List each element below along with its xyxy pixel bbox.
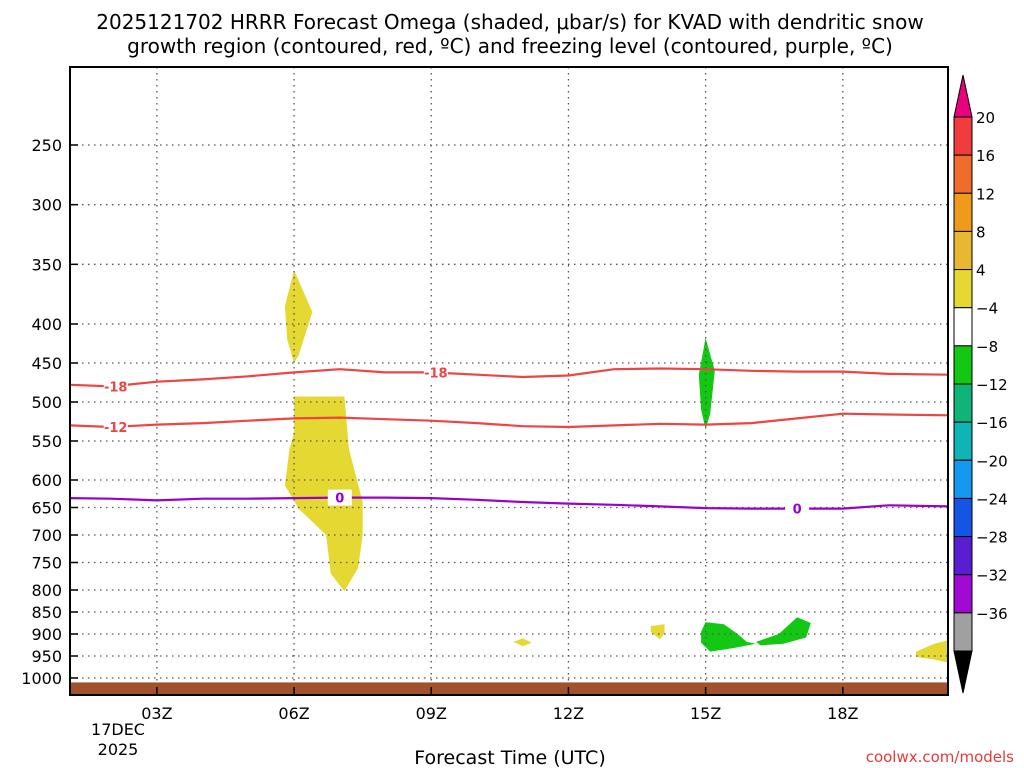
colorbar-segment-12 — [953, 536, 973, 576]
y-tick-label-350: 350 — [31, 255, 62, 274]
contour-label: -18 — [104, 380, 128, 395]
omega-region-8 — [755, 617, 811, 646]
x-axis-label: Forecast Time (UTC) — [414, 747, 605, 768]
colorbar-segment-10 — [953, 459, 973, 499]
colorbar-label: −28 — [976, 529, 1008, 547]
colorbar-label: −20 — [976, 452, 1008, 470]
omega-region-2 — [284, 396, 363, 592]
contour--18-line-1 — [69, 367, 949, 388]
colorbar-label: −8 — [976, 338, 998, 356]
x-axis: 03Z 06Z 09Z 12Z 15Z 18Z — [141, 687, 859, 723]
contour-label: 0 — [793, 503, 802, 518]
colorbar-label: 20 — [976, 109, 995, 127]
colorbar-segment-2 — [953, 154, 973, 194]
x-tick-label-12Z: 12Z — [553, 704, 584, 723]
chart-title-line-1: 2025121702 HRRR Forecast Omega (shaded, … — [96, 10, 924, 34]
y-tick-label-250: 250 — [31, 136, 62, 155]
grid-lines — [70, 67, 948, 695]
y-tick-label-950: 950 — [31, 647, 62, 666]
colorbar-label: −16 — [976, 414, 1008, 432]
colorbar-segment-5 — [953, 269, 973, 309]
colorbar-segment-4 — [953, 230, 973, 271]
temperature-contours: -18 -18 -12 0 0 — [69, 364, 949, 518]
colorbar-label: 16 — [976, 147, 995, 165]
y-tick-label-400: 400 — [31, 315, 62, 334]
colorbar-segment-6 — [953, 307, 973, 347]
contour-label: -18 — [424, 366, 448, 381]
x-tick-label-18Z: 18Z — [827, 704, 858, 723]
colorbar-label: −12 — [976, 376, 1008, 394]
plot-frame — [69, 66, 949, 696]
credit-text: coolwx.com/models — [866, 748, 1014, 766]
colorbar-segment-14 — [953, 612, 973, 652]
terrain-surface — [70, 682, 948, 695]
y-tick-label-1000: 1000 — [21, 669, 62, 688]
colorbar-segment-9 — [953, 421, 973, 461]
y-tick-label-850: 850 — [31, 603, 62, 622]
contour-label: 0 — [335, 492, 344, 507]
plot-border — [69, 66, 949, 696]
colorbar-segment-7 — [953, 345, 973, 385]
colorbar-segment-1 — [953, 116, 973, 156]
omega-shaded-regions — [284, 270, 948, 663]
contour-label-bg — [103, 418, 128, 435]
contour-label-bg — [327, 489, 352, 506]
colorbar-segment-11 — [953, 497, 973, 538]
colorbar-label: −36 — [976, 605, 1008, 623]
omega-colorbar: 20 16 12 8 4 −4 −8 −12 −16 −20 −24 −28 −32 −36 — [953, 74, 1008, 694]
date-label-day: 17DEC — [91, 720, 145, 739]
x-tick-label-06Z: 06Z — [278, 704, 309, 723]
y-tick-label-450: 450 — [31, 354, 62, 373]
omega-region-1 — [284, 270, 313, 363]
y-tick-label-550: 550 — [31, 432, 62, 451]
contour-label-bg — [103, 378, 128, 395]
omega-region-4 — [650, 624, 665, 640]
colorbar-segment-3 — [953, 192, 973, 232]
omega-region-7 — [701, 622, 756, 652]
colorbar-segment-13 — [953, 574, 973, 614]
colorbar-label: 4 — [976, 262, 986, 280]
terrain-layer — [70, 682, 948, 695]
y-tick-label-650: 650 — [31, 499, 62, 518]
y-tick-label-500: 500 — [31, 393, 62, 412]
y-tick-label-800: 800 — [31, 581, 62, 600]
chart-title-line-2: growth region (contoured, red, ºC) and f… — [127, 34, 893, 58]
y-axis: 250 300 350 400 450 500 550 600 650 700 750 800 850 9… — [21, 136, 78, 688]
colorbar-label: 12 — [976, 185, 995, 203]
colorbar-label: −4 — [976, 300, 998, 318]
plot-area — [70, 67, 948, 695]
colorbar-label: 8 — [976, 223, 986, 241]
colorbar-top-arrow — [953, 74, 973, 118]
y-tick-label-900: 900 — [31, 625, 62, 644]
x-tick-label-15Z: 15Z — [690, 704, 721, 723]
contour-label-bg — [785, 500, 810, 517]
plot-background — [70, 67, 948, 695]
y-tick-label-300: 300 — [31, 196, 62, 215]
colorbar-segment-8 — [953, 383, 973, 423]
y-tick-label-750: 750 — [31, 554, 62, 573]
colorbar-label: −32 — [976, 567, 1008, 585]
x-tick-label-03Z: 03Z — [141, 704, 172, 723]
date-label-year: 2025 — [98, 740, 139, 759]
contour--12-line-2 — [69, 412, 949, 429]
contour-label: -12 — [104, 421, 128, 436]
contour-label-bg — [423, 364, 448, 381]
omega-region-5 — [916, 640, 948, 663]
x-tick-label-09Z: 09Z — [416, 704, 447, 723]
y-tick-label-600: 600 — [31, 471, 62, 490]
omega-region-3 — [513, 638, 532, 647]
colorbar-bottom-arrow — [953, 650, 973, 694]
omega-region-6 — [698, 338, 715, 430]
colorbar-label: −24 — [976, 490, 1008, 508]
y-tick-label-700: 700 — [31, 526, 62, 545]
